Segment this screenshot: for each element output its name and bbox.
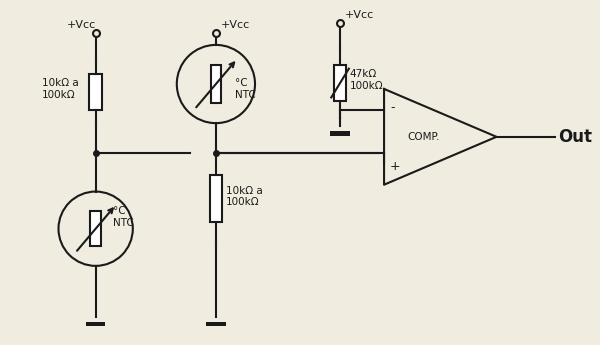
Text: 10kΩ a
100kΩ: 10kΩ a 100kΩ	[226, 186, 262, 207]
Bar	[90, 211, 101, 246]
Bar	[86, 322, 106, 326]
Bar	[89, 74, 102, 110]
Bar	[209, 175, 222, 222]
Bar	[211, 66, 221, 102]
Text: +Vcc: +Vcc	[345, 10, 374, 20]
Text: °C
NTC: °C NTC	[113, 206, 134, 228]
Bar	[330, 131, 350, 136]
Text: +: +	[390, 160, 401, 173]
Text: -: -	[390, 100, 394, 114]
Bar	[206, 322, 226, 326]
Text: Out: Out	[558, 128, 592, 146]
Text: 47kΩ
100kΩ: 47kΩ 100kΩ	[350, 69, 383, 91]
Text: COMP.: COMP.	[407, 132, 439, 142]
Text: +Vcc: +Vcc	[221, 20, 250, 30]
Text: °C
NTC: °C NTC	[235, 78, 256, 100]
Text: +Vcc: +Vcc	[67, 20, 95, 30]
Bar	[334, 65, 346, 101]
Text: 10kΩ a
100kΩ: 10kΩ a 100kΩ	[42, 78, 79, 100]
